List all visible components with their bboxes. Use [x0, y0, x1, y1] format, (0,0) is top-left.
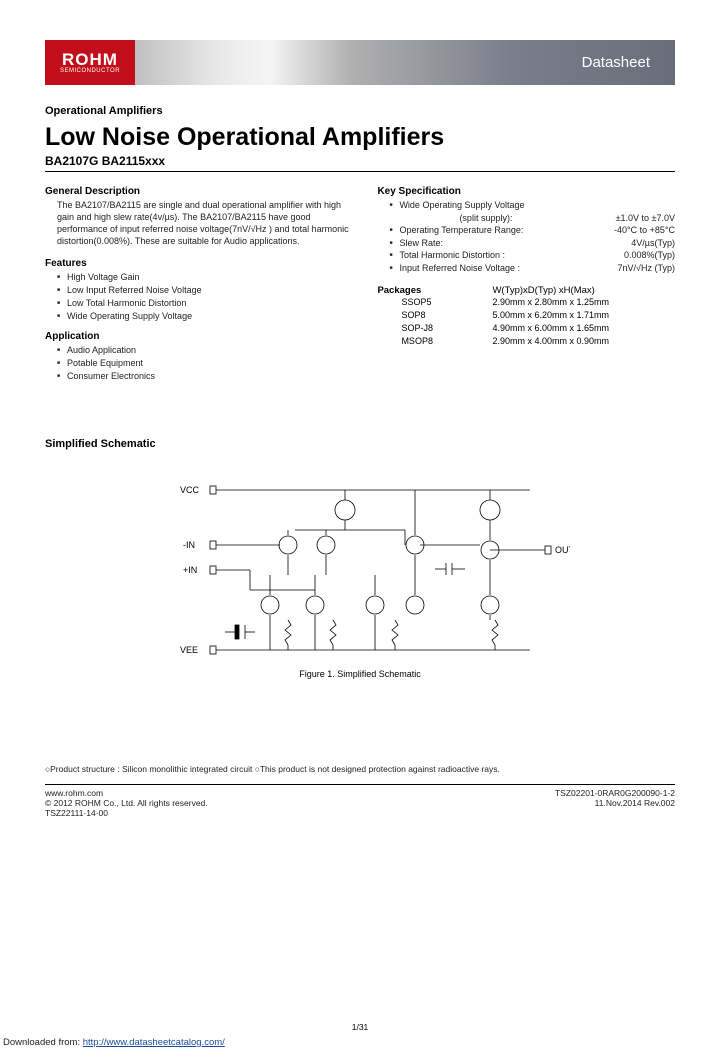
doc-number: TSZ02201-0RAR0G200090-1-2: [555, 788, 675, 798]
list-item: High Voltage Gain: [57, 271, 357, 284]
figure-caption: Figure 1. Simplified Schematic: [299, 669, 421, 679]
pin-vee: VEE: [180, 645, 198, 655]
footer-url: www.rohm.com: [45, 788, 208, 798]
list-item: Audio Application: [57, 344, 357, 357]
spec-row: Input Referred Noise Voltage :7nV/√Hz (T…: [389, 262, 675, 275]
packages-head: Packages: [377, 285, 492, 296]
schematic-head: Simplified Schematic: [45, 438, 675, 450]
brand-logo: ROHM SEMICONDUCTOR: [45, 40, 135, 85]
features-list: High Voltage Gain Low Input Referred Noi…: [45, 271, 357, 323]
page-number: 1/31: [352, 1022, 369, 1032]
pkg-row: SOP85.00mm x 6.20mm x 1.71mm: [377, 309, 675, 322]
pkg-row: MSOP82.90mm x 4.00mm x 0.90mm: [377, 335, 675, 348]
keyspec-head: Key Specification: [377, 186, 675, 197]
page-title: Low Noise Operational Amplifiers: [45, 123, 675, 152]
pin-vcc: VCC: [180, 485, 200, 495]
pkg-row: SOP-J84.90mm x 6.00mm x 1.65mm: [377, 322, 675, 335]
list-item: Low Total Harmonic Distortion: [57, 297, 357, 310]
download-source: Downloaded from: http://www.datasheetcat…: [3, 1037, 225, 1048]
brand-sub: SEMICONDUCTOR: [60, 68, 120, 74]
list-item: Low Input Referred Noise Voltage: [57, 284, 357, 297]
spec-row: Slew Rate:4V/µs(Typ): [389, 237, 675, 250]
packages-dimhead: W(Typ)xD(Typ) xH(Max): [492, 285, 675, 296]
header-bar: ROHM SEMICONDUCTOR Datasheet: [45, 40, 675, 85]
pkg-row: SSOP52.90mm x 2.80mm x 1.25mm: [377, 296, 675, 309]
part-numbers: BA2107G BA2115xxx: [45, 154, 675, 172]
pin-minus-in: -IN: [183, 540, 195, 550]
spec-row: Operating Temperature Range:-40°C to +85…: [389, 224, 675, 237]
footer-right: TSZ02201-0RAR0G200090-1-2 11.Nov.2014 Re…: [555, 788, 675, 818]
category-label: Operational Amplifiers: [45, 105, 675, 117]
application-list: Audio Application Potable Equipment Cons…: [45, 344, 357, 383]
spec-row: Total Harmonic Distortion :0.008%(Typ): [389, 249, 675, 262]
schematic-diagram: VCC -IN +IN OUT VEE: [150, 475, 570, 665]
spec-row: Wide Operating Supply Voltage: [389, 199, 675, 212]
datasheet-label: Datasheet: [582, 54, 650, 71]
general-description-head: General Description: [45, 186, 357, 197]
features-head: Features: [45, 258, 357, 269]
pin-out: OUT: [555, 545, 570, 555]
list-item: Potable Equipment: [57, 357, 357, 370]
list-item: Consumer Electronics: [57, 370, 357, 383]
header-gradient: Datasheet: [135, 40, 675, 85]
footer-tsz: TSZ22111·14·00: [45, 808, 208, 818]
brand-name: ROHM: [62, 51, 118, 68]
list-item: Wide Operating Supply Voltage: [57, 310, 357, 323]
download-link[interactable]: http://www.datasheetcatalog.com/: [83, 1037, 225, 1048]
application-head: Application: [45, 331, 357, 342]
spec-row: (split supply):±1.0V to ±7.0V: [389, 212, 675, 225]
date-rev: 11.Nov.2014 Rev.002: [555, 798, 675, 808]
keyspec-list: Wide Operating Supply Voltage (split sup…: [377, 199, 675, 275]
footer-copyright: © 2012 ROHM Co., Ltd. All rights reserve…: [45, 798, 208, 808]
pin-plus-in: +IN: [183, 565, 197, 575]
footer-left: www.rohm.com © 2012 ROHM Co., Ltd. All r…: [45, 788, 208, 818]
product-footnote: ○Product structure : Silicon monolithic …: [45, 764, 675, 774]
general-description-body: The BA2107/BA2115 are single and dual op…: [45, 199, 357, 248]
